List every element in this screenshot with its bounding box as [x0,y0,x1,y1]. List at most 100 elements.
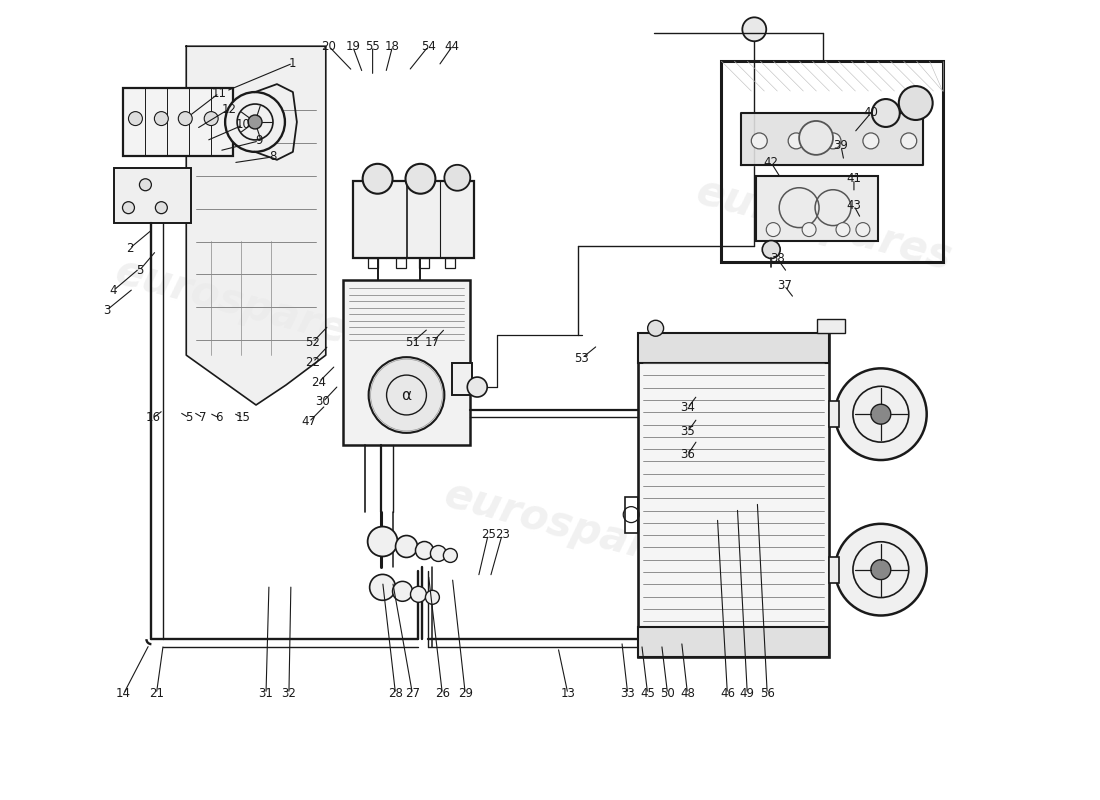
Circle shape [249,115,262,129]
Circle shape [178,112,192,126]
Text: 38: 38 [770,252,784,265]
Text: 23: 23 [495,528,509,541]
Text: 53: 53 [574,352,590,365]
Circle shape [154,112,168,126]
Text: 55: 55 [365,40,380,53]
Text: 14: 14 [116,687,131,701]
Text: 24: 24 [311,375,327,389]
Bar [638,334,829,657]
Text: 49: 49 [740,687,755,701]
Text: 25: 25 [481,528,496,541]
Text: 29: 29 [458,687,473,701]
Text: 40: 40 [864,106,878,119]
Text: 54: 54 [421,40,436,53]
Text: 52: 52 [306,336,320,349]
Text: 12: 12 [221,102,236,115]
Circle shape [862,133,879,149]
Circle shape [825,133,842,149]
Text: 1: 1 [289,57,297,70]
Circle shape [836,222,850,237]
Text: 17: 17 [425,336,440,349]
Text: 48: 48 [680,687,695,701]
Circle shape [751,133,767,149]
Circle shape [742,18,767,42]
Circle shape [901,133,916,149]
Text: 30: 30 [316,395,330,409]
Bar [452,363,472,395]
Bar [638,334,829,363]
Bar [446,258,455,269]
Circle shape [410,586,427,602]
Circle shape [443,549,458,562]
Text: 41: 41 [846,172,861,186]
Text: 39: 39 [834,139,848,152]
Text: 6: 6 [216,411,223,425]
Text: 16: 16 [146,411,161,425]
Polygon shape [186,46,326,405]
Text: 46: 46 [719,687,735,701]
Text: 21: 21 [148,687,164,701]
Circle shape [129,112,142,126]
Text: 22: 22 [306,356,320,369]
Circle shape [368,357,444,433]
Text: 43: 43 [847,199,861,212]
Bar [353,181,474,258]
Text: 2: 2 [125,242,133,255]
Circle shape [416,542,433,559]
Text: 11: 11 [211,86,227,99]
Bar [757,176,878,241]
Text: 34: 34 [680,402,695,414]
Circle shape [802,222,816,237]
Text: 7: 7 [199,411,207,425]
Text: 5: 5 [135,264,143,277]
Text: 32: 32 [282,687,296,701]
Circle shape [468,377,487,397]
Circle shape [762,241,780,258]
Circle shape [393,582,412,602]
Text: 20: 20 [321,40,337,53]
Text: 27: 27 [405,687,420,701]
Text: 9: 9 [255,134,263,147]
Circle shape [767,222,780,237]
Text: 4: 4 [110,284,118,297]
Circle shape [899,86,933,120]
Circle shape [226,92,285,152]
Text: 18: 18 [385,40,400,53]
Bar [113,168,191,222]
Text: eurospares: eurospares [439,474,704,582]
Circle shape [871,560,891,580]
Circle shape [835,368,926,460]
Bar [396,258,406,269]
Circle shape [789,133,804,149]
Circle shape [871,404,891,424]
Text: eurospares: eurospares [111,250,375,358]
Circle shape [872,99,900,127]
Text: α: α [402,387,411,402]
Circle shape [370,574,396,600]
Bar [817,319,845,334]
Circle shape [444,165,471,190]
Text: 36: 36 [680,448,695,462]
Text: eurospares: eurospares [692,170,957,279]
Circle shape [799,121,833,155]
Bar [367,258,377,269]
Text: 42: 42 [763,156,779,170]
Text: 15: 15 [235,411,251,425]
Circle shape [835,524,926,615]
Bar [419,258,429,269]
Text: 44: 44 [444,40,460,53]
Text: 47: 47 [301,415,317,429]
Bar [638,627,829,657]
Circle shape [363,164,393,194]
Text: 19: 19 [345,40,360,53]
Text: 50: 50 [660,687,675,701]
Circle shape [426,590,439,604]
Text: 28: 28 [388,687,403,701]
Text: 35: 35 [680,426,695,438]
Bar [123,88,233,156]
Text: 8: 8 [270,150,277,163]
Circle shape [155,202,167,214]
Polygon shape [741,113,923,165]
Text: 5: 5 [186,411,192,425]
Circle shape [430,546,447,562]
